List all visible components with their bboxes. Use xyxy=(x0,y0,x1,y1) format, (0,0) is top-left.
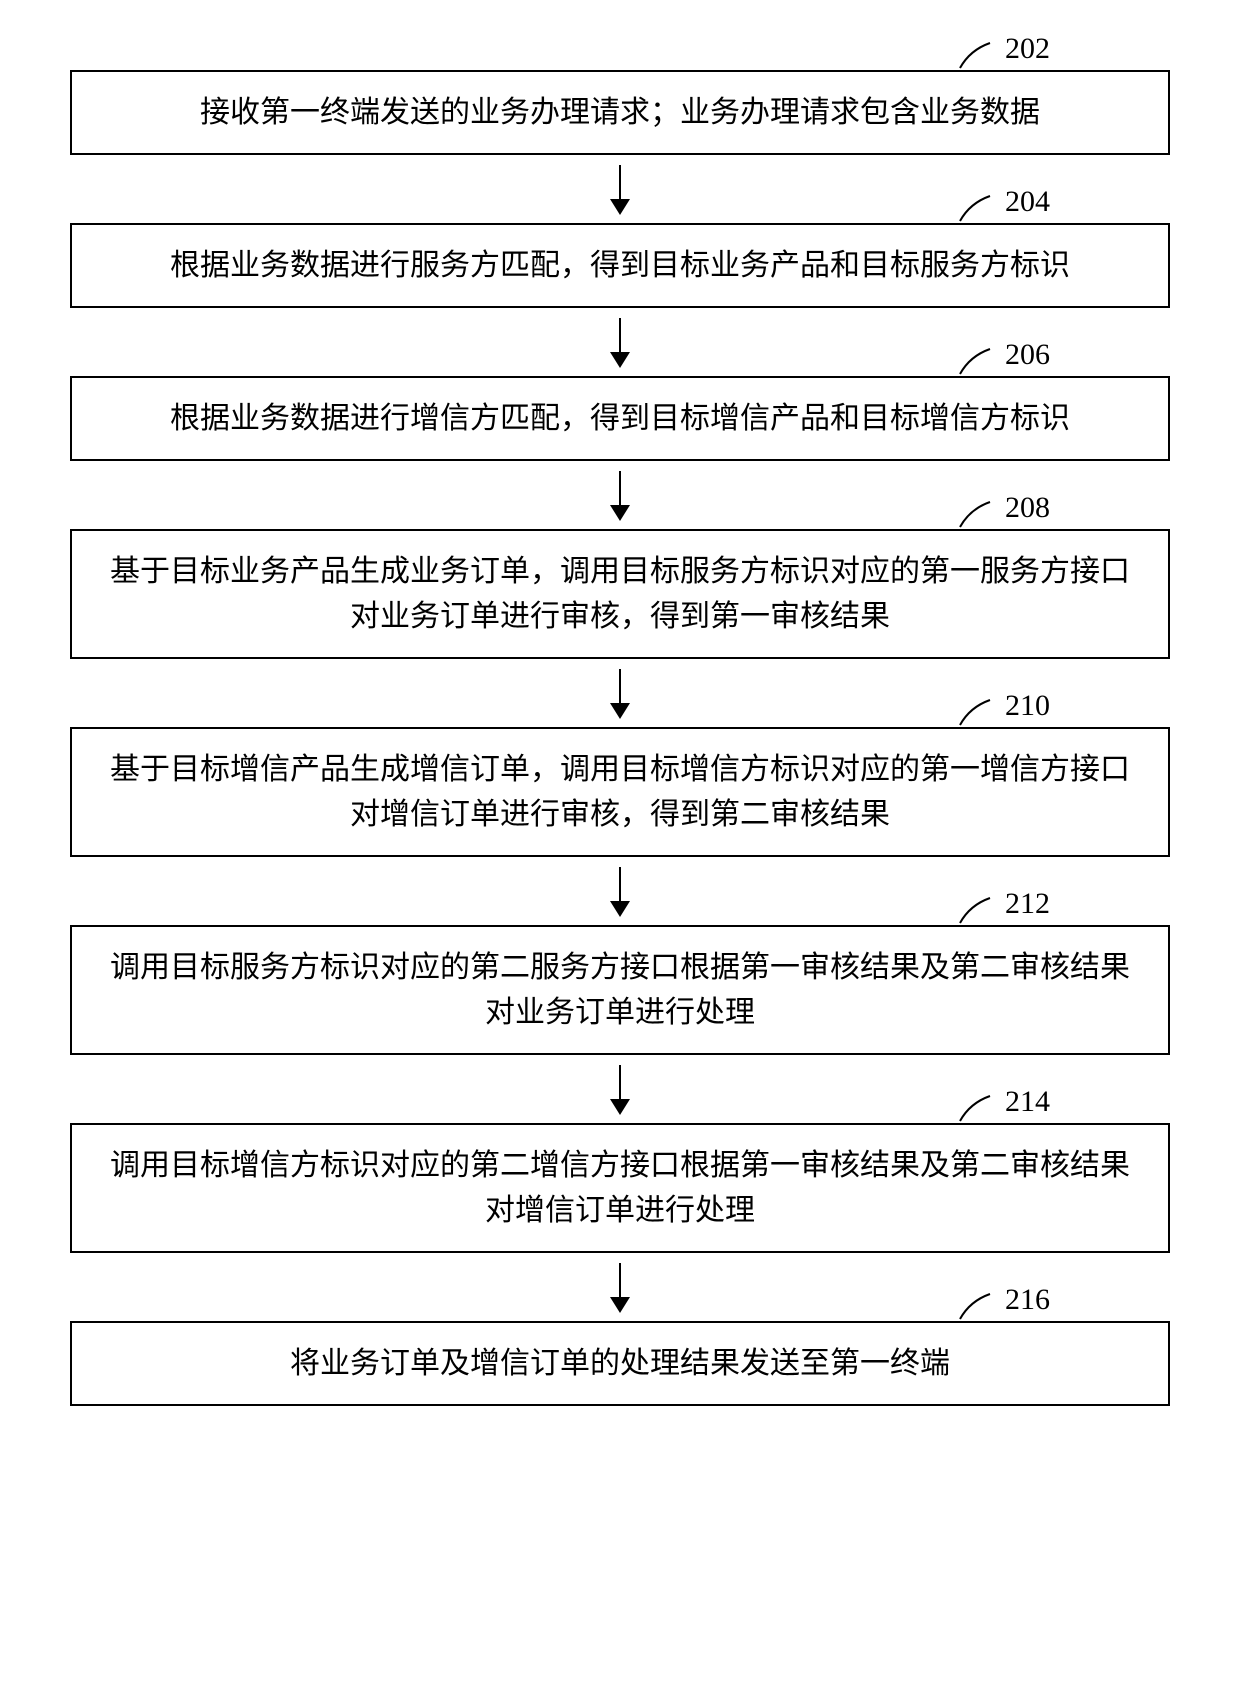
label-connector-icon xyxy=(955,895,995,925)
step-box-212: 调用目标服务方标识对应的第二服务方接口根据第一审核结果及第二审核结果对业务订单进… xyxy=(70,925,1170,1055)
step-label: 212 xyxy=(1005,887,1050,921)
step-text: 根据业务数据进行增信方匹配，得到目标增信产品和目标增信方标识 xyxy=(170,402,1070,435)
label-connector-icon xyxy=(955,697,995,727)
label-connector-icon xyxy=(955,346,995,376)
step-text: 基于目标业务产品生成业务订单，调用目标服务方标识对应的第一服务方接口对业务订单进… xyxy=(110,555,1130,633)
label-connector-icon xyxy=(955,1291,995,1321)
step-container-208: 208 基于目标业务产品生成业务订单，调用目标服务方标识对应的第一服务方接口对业… xyxy=(50,529,1190,659)
step-text: 基于目标增信产品生成增信订单，调用目标增信方标识对应的第一增信方接口对增信订单进… xyxy=(110,753,1130,831)
step-box-202: 接收第一终端发送的业务办理请求；业务办理请求包含业务数据 xyxy=(70,70,1170,155)
step-container-214: 214 调用目标增信方标识对应的第二增信方接口根据第一审核结果及第二审核结果对增… xyxy=(50,1123,1190,1253)
step-container-202: 202 接收第一终端发送的业务办理请求；业务办理请求包含业务数据 xyxy=(50,70,1190,155)
step-box-216: 将业务订单及增信订单的处理结果发送至第一终端 xyxy=(70,1321,1170,1406)
step-label: 216 xyxy=(1005,1283,1050,1317)
step-box-206: 根据业务数据进行增信方匹配，得到目标增信产品和目标增信方标识 xyxy=(70,376,1170,461)
step-box-208: 基于目标业务产品生成业务订单，调用目标服务方标识对应的第一服务方接口对业务订单进… xyxy=(70,529,1170,659)
step-box-204: 根据业务数据进行服务方匹配，得到目标业务产品和目标服务方标识 xyxy=(70,223,1170,308)
step-container-204: 204 根据业务数据进行服务方匹配，得到目标业务产品和目标服务方标识 xyxy=(50,223,1190,308)
step-label: 202 xyxy=(1005,32,1050,66)
step-label: 204 xyxy=(1005,185,1050,219)
label-connector-icon xyxy=(955,40,995,70)
step-label: 208 xyxy=(1005,491,1050,525)
label-connector-icon xyxy=(955,193,995,223)
step-text: 调用目标服务方标识对应的第二服务方接口根据第一审核结果及第二审核结果对业务订单进… xyxy=(110,951,1130,1029)
label-connector-icon xyxy=(955,499,995,529)
flowchart-container: 202 接收第一终端发送的业务办理请求；业务办理请求包含业务数据 204 根据业… xyxy=(50,30,1190,1406)
step-label: 210 xyxy=(1005,689,1050,723)
step-text: 根据业务数据进行服务方匹配，得到目标业务产品和目标服务方标识 xyxy=(170,249,1070,282)
step-container-212: 212 调用目标服务方标识对应的第二服务方接口根据第一审核结果及第二审核结果对业… xyxy=(50,925,1190,1055)
step-text: 将业务订单及增信订单的处理结果发送至第一终端 xyxy=(290,1347,950,1380)
step-container-216: 216 将业务订单及增信订单的处理结果发送至第一终端 xyxy=(50,1321,1190,1406)
step-text: 调用目标增信方标识对应的第二增信方接口根据第一审核结果及第二审核结果对增信订单进… xyxy=(110,1149,1130,1227)
step-box-210: 基于目标增信产品生成增信订单，调用目标增信方标识对应的第一增信方接口对增信订单进… xyxy=(70,727,1170,857)
step-box-214: 调用目标增信方标识对应的第二增信方接口根据第一审核结果及第二审核结果对增信订单进… xyxy=(70,1123,1170,1253)
step-label: 206 xyxy=(1005,338,1050,372)
step-container-210: 210 基于目标增信产品生成增信订单，调用目标增信方标识对应的第一增信方接口对增… xyxy=(50,727,1190,857)
step-label: 214 xyxy=(1005,1085,1050,1119)
step-text: 接收第一终端发送的业务办理请求；业务办理请求包含业务数据 xyxy=(200,96,1040,129)
step-container-206: 206 根据业务数据进行增信方匹配，得到目标增信产品和目标增信方标识 xyxy=(50,376,1190,461)
label-connector-icon xyxy=(955,1093,995,1123)
